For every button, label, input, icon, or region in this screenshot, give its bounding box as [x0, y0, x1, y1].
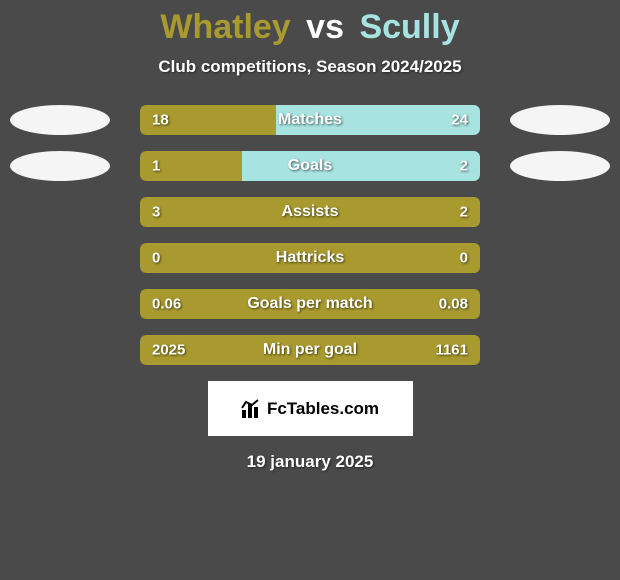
stat-bar: 3 2 Assists	[140, 197, 480, 227]
logo: FcTables.com	[241, 399, 379, 419]
stat-row: 1 2 Goals	[0, 151, 620, 181]
stat-label: Goals	[288, 157, 332, 175]
page-title: Whatley vs Scully	[0, 8, 620, 47]
stat-value-player2: 2	[460, 204, 468, 221]
stat-value-player2: 0	[460, 250, 468, 267]
bar-fill-player2	[242, 151, 480, 181]
stat-bar: 0 0 Hattricks	[140, 243, 480, 273]
logo-box: FcTables.com	[208, 381, 413, 436]
stat-bar: 1 2 Goals	[140, 151, 480, 181]
player2-avatar	[510, 105, 610, 135]
comparison-rows: 18 24 Matches 1 2 Goals 3 2 Assists 0 0 Hattricks 0.…	[0, 105, 620, 365]
stat-label: Hattricks	[276, 249, 344, 267]
stat-bar: 18 24 Matches	[140, 105, 480, 135]
stat-bar: 2025 1161 Min per goal	[140, 335, 480, 365]
stat-value-player2: 0.08	[439, 296, 468, 313]
stat-value-player2: 1161	[435, 342, 468, 359]
logo-text: FcTables.com	[267, 399, 379, 419]
stat-value-player1: 1	[152, 158, 160, 175]
stat-value-player1: 18	[152, 112, 169, 129]
bar-chart-icon	[241, 399, 263, 419]
stat-value-player1: 2025	[152, 342, 185, 359]
player1-name: Whatley	[160, 8, 290, 46]
subtitle: Club competitions, Season 2024/2025	[0, 57, 620, 77]
player1-avatar	[10, 151, 110, 181]
stat-value-player1: 0.06	[152, 296, 181, 313]
player2-name: Scully	[359, 8, 459, 46]
date: 19 january 2025	[0, 452, 620, 472]
vs-text: vs	[306, 8, 344, 46]
stat-label: Goals per match	[247, 295, 372, 313]
stat-bar: 0.06 0.08 Goals per match	[140, 289, 480, 319]
stat-value-player2: 2	[460, 158, 468, 175]
stat-row: 0.06 0.08 Goals per match	[0, 289, 620, 319]
stat-row: 3 2 Assists	[0, 197, 620, 227]
stat-label: Matches	[278, 111, 342, 129]
stat-value-player2: 24	[451, 112, 468, 129]
stat-value-player1: 0	[152, 250, 160, 267]
stat-row: 0 0 Hattricks	[0, 243, 620, 273]
player2-avatar	[510, 151, 610, 181]
stat-label: Assists	[282, 203, 339, 221]
stat-label: Min per goal	[263, 341, 357, 359]
stat-row: 2025 1161 Min per goal	[0, 335, 620, 365]
stat-value-player1: 3	[152, 204, 160, 221]
stat-row: 18 24 Matches	[0, 105, 620, 135]
player1-avatar	[10, 105, 110, 135]
